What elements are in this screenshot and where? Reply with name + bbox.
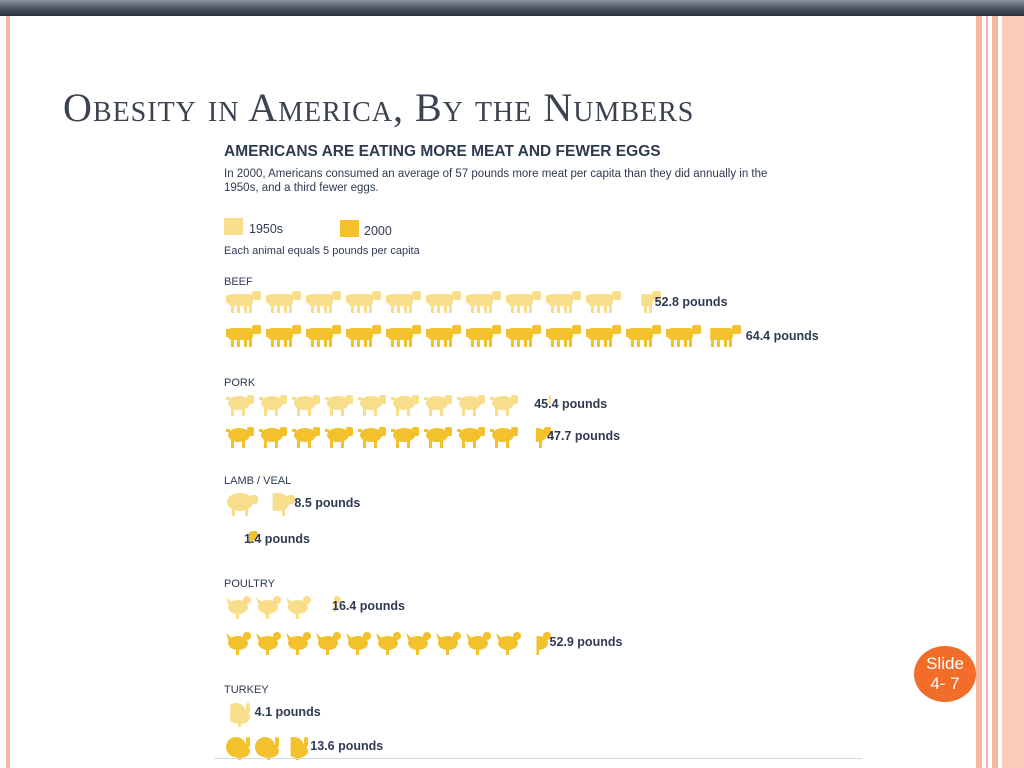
category-label: LAMB / VEAL xyxy=(224,475,291,487)
cow-icon xyxy=(710,325,741,347)
cow-icon xyxy=(306,291,341,313)
pig-icon xyxy=(358,395,386,416)
left-accent-stripe xyxy=(6,16,10,768)
pig-icon xyxy=(259,427,287,448)
cow-icon xyxy=(426,325,461,347)
pig-icon xyxy=(226,395,254,416)
chicken-icon xyxy=(406,632,431,655)
cow-icon xyxy=(626,325,661,347)
legend-label-1950s: 1950s xyxy=(249,222,283,236)
pig-icon xyxy=(292,395,320,416)
pig-icon xyxy=(424,427,452,448)
chicken-icon xyxy=(466,632,491,655)
legend-swatch-1950s xyxy=(224,218,243,235)
pig-icon xyxy=(391,395,419,416)
pig-icon xyxy=(424,395,452,416)
turkey-icon xyxy=(226,737,250,761)
cow-icon xyxy=(641,291,661,313)
pig-icon xyxy=(457,427,485,448)
cow-icon xyxy=(306,325,341,347)
turkey-icon xyxy=(255,737,279,761)
chicken-icon xyxy=(346,632,371,655)
pig-icon xyxy=(490,395,518,416)
bottom-rule xyxy=(214,758,862,759)
value-label-2000: 13.6 pounds xyxy=(310,739,383,753)
chicken-icon xyxy=(256,596,281,619)
cow-icon xyxy=(266,325,301,347)
chicken-icon xyxy=(334,596,341,613)
chart-title: AMERICANS ARE EATING MORE MEAT AND FEWER… xyxy=(224,143,661,160)
cow-icon xyxy=(546,325,581,347)
unit-note: Each animal equals 5 pounds per capita xyxy=(224,245,421,257)
right-accent-stripes xyxy=(976,16,1024,768)
cow-icon xyxy=(346,291,381,313)
chicken-icon xyxy=(226,632,251,655)
pictograph-chart: AMERICANS ARE EATING MORE MEAT AND FEWER… xyxy=(224,143,819,761)
category-label: BEEF xyxy=(224,276,253,288)
cow-icon xyxy=(386,291,421,313)
chicken-icon xyxy=(286,596,311,619)
category-label: TURKEY xyxy=(224,684,269,696)
value-label-1950s: 8.5 pounds xyxy=(294,496,360,510)
cow-icon xyxy=(386,325,421,347)
slide-title: Obesity in America, By the Numbers xyxy=(63,85,695,130)
value-label-2000: 52.9 pounds xyxy=(550,635,623,649)
cow-icon xyxy=(266,291,301,313)
cow-icon xyxy=(226,291,261,313)
pig-icon xyxy=(325,395,353,416)
value-label-2000: 64.4 pounds xyxy=(746,329,819,343)
cow-icon xyxy=(466,325,501,347)
category-label: PORK xyxy=(224,377,256,389)
chicken-icon xyxy=(256,632,281,655)
cow-icon xyxy=(506,325,541,347)
cow-icon xyxy=(666,325,701,347)
value-label-2000: 47.7 pounds xyxy=(547,429,620,443)
value-label-1950s: 45.4 pounds xyxy=(534,397,607,411)
pictograph-infographic: AMERICANS ARE EATING MORE MEAT AND FEWER… xyxy=(214,134,862,761)
cow-icon xyxy=(466,291,501,313)
cow-icon xyxy=(546,291,581,313)
slide-number-badge: Slide 4- 7 xyxy=(914,646,976,702)
pig-icon xyxy=(358,427,386,448)
sheep-icon xyxy=(272,493,295,516)
cow-icon xyxy=(586,325,621,347)
cow-icon xyxy=(586,291,621,313)
cow-icon xyxy=(346,325,381,347)
sheep-icon xyxy=(227,493,258,516)
top-header-bar xyxy=(0,0,1024,16)
value-label-1950s: 16.4 pounds xyxy=(332,599,405,613)
turkey-icon xyxy=(230,703,250,727)
pig-icon xyxy=(391,427,419,448)
chicken-icon xyxy=(496,632,521,655)
legend-swatch-2000 xyxy=(340,220,359,237)
chicken-icon xyxy=(286,632,311,655)
legend-label-2000: 2000 xyxy=(364,224,392,238)
pig-icon xyxy=(292,427,320,448)
chicken-icon xyxy=(376,632,401,655)
pig-icon xyxy=(548,395,551,404)
value-label-2000: 1.4 pounds xyxy=(244,532,310,546)
pig-icon xyxy=(535,427,551,448)
chicken-icon xyxy=(226,596,251,619)
turkey-icon xyxy=(290,737,308,761)
pig-icon xyxy=(259,395,287,416)
pig-icon xyxy=(457,395,485,416)
sheep-icon xyxy=(249,531,258,545)
slide-badge-label: Slide xyxy=(926,654,964,673)
value-label-1950s: 4.1 pounds xyxy=(255,705,321,719)
chicken-icon xyxy=(316,632,341,655)
pig-icon xyxy=(490,427,518,448)
cow-icon xyxy=(506,291,541,313)
chicken-icon xyxy=(536,632,551,655)
cow-icon xyxy=(226,325,261,347)
pig-icon xyxy=(325,427,353,448)
chart-subtitle-line1: In 2000, Americans consumed an average o… xyxy=(224,168,767,180)
cow-icon xyxy=(426,291,461,313)
category-label: POULTRY xyxy=(224,578,276,590)
pig-icon xyxy=(226,427,254,448)
chicken-icon xyxy=(436,632,461,655)
slide-badge-number: 4- 7 xyxy=(930,674,960,693)
value-label-1950s: 52.8 pounds xyxy=(655,295,728,309)
chart-subtitle-line2: 1950s, and a third fewer eggs. xyxy=(224,182,379,194)
